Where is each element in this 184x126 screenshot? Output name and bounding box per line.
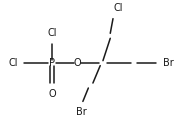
- Text: O: O: [48, 89, 56, 99]
- Text: Br: Br: [163, 58, 174, 68]
- Text: Cl: Cl: [47, 28, 56, 38]
- Text: Br: Br: [76, 107, 86, 117]
- Text: Cl: Cl: [8, 58, 18, 68]
- Text: P: P: [49, 58, 55, 68]
- Text: Cl: Cl: [114, 3, 123, 13]
- Text: O: O: [74, 58, 81, 68]
